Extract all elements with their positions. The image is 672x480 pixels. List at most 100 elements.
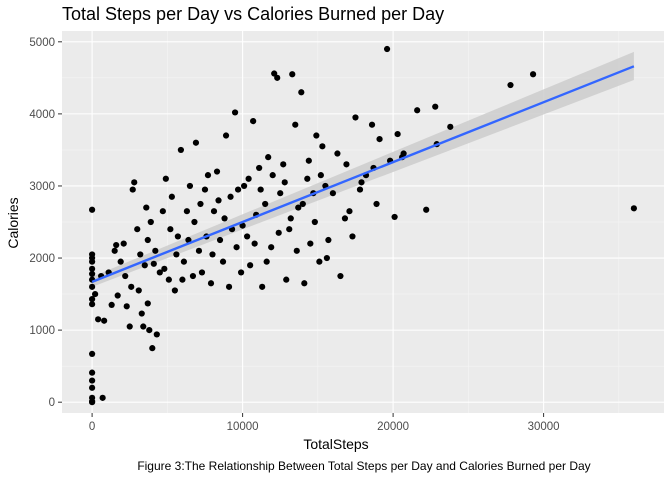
x-tick-label: 20000 [377, 421, 409, 433]
data-point [283, 276, 290, 283]
data-point [313, 132, 320, 139]
data-point [277, 190, 284, 197]
data-point [131, 179, 138, 186]
data-point [149, 345, 156, 352]
data-point [101, 317, 108, 324]
data-point [305, 157, 312, 164]
data-point [140, 323, 147, 330]
data-point [268, 244, 275, 251]
data-point [280, 161, 287, 168]
data-point [161, 265, 168, 272]
data-point [114, 292, 121, 299]
data-point [92, 290, 99, 298]
data-point [227, 193, 234, 200]
data-point [153, 331, 160, 338]
data-point [113, 241, 120, 249]
data-points [89, 45, 638, 406]
y-tick-label: 5000 [29, 37, 55, 49]
data-point [89, 270, 96, 277]
data-point [356, 186, 364, 193]
data-point [108, 301, 115, 308]
data-point [281, 179, 288, 186]
data-point [89, 350, 96, 357]
data-point [250, 117, 257, 125]
data-point [215, 197, 222, 204]
data-point [274, 74, 281, 81]
data-point [293, 247, 300, 254]
data-point [368, 121, 376, 128]
chart-title: Total Steps per Day vs Calories Burned p… [62, 4, 444, 24]
data-point [265, 154, 272, 161]
data-point [152, 247, 159, 254]
data-point [400, 150, 407, 157]
data-point [144, 236, 151, 244]
data-point [123, 303, 130, 310]
x-axis-title: TotalSteps [303, 436, 368, 452]
data-point [89, 296, 96, 303]
data-point [189, 272, 197, 280]
data-point [316, 258, 323, 265]
data-point [95, 316, 102, 323]
data-point [174, 233, 181, 240]
data-point [337, 272, 344, 280]
data-point [263, 258, 270, 265]
data-point [168, 193, 175, 200]
data-point [298, 89, 305, 96]
data-point [137, 251, 144, 258]
data-point [165, 276, 172, 283]
data-point [630, 205, 638, 212]
data-point [244, 233, 251, 240]
data-point [146, 327, 153, 334]
data-point [89, 301, 96, 308]
data-point [99, 394, 106, 401]
data-point [307, 240, 314, 247]
data-point [173, 251, 180, 258]
data-point [192, 139, 200, 146]
data-point [423, 206, 430, 213]
data-point [183, 208, 191, 215]
data-point [304, 175, 311, 182]
data-point [204, 172, 212, 179]
data-point [150, 260, 157, 267]
data-point [219, 258, 227, 265]
data-point [198, 269, 206, 276]
data-point [383, 45, 391, 53]
data-point [221, 215, 228, 222]
data-point [207, 280, 215, 287]
figure-caption: Figure 3:The Relationship Between Total … [137, 459, 590, 473]
data-point [507, 81, 514, 89]
data-point [135, 287, 142, 294]
y-tick-label: 3000 [29, 181, 55, 193]
data-point [241, 182, 248, 190]
data-point [275, 229, 282, 236]
regression-line-path [91, 65, 635, 283]
data-point [346, 208, 353, 215]
data-point [233, 244, 240, 251]
data-point [129, 186, 136, 193]
data-point [144, 300, 151, 307]
data-point [209, 251, 216, 258]
data-point [257, 186, 264, 193]
y-axis-title: Calories [5, 197, 21, 248]
data-point [447, 123, 454, 130]
data-point [269, 172, 276, 179]
data-point [138, 310, 145, 317]
data-point [89, 283, 96, 290]
data-point [171, 287, 178, 294]
data-point [120, 240, 127, 247]
data-point [391, 213, 398, 221]
data-point [317, 172, 324, 179]
x-tick-label: 0 [89, 421, 95, 433]
data-point [271, 70, 278, 77]
data-point [89, 394, 96, 401]
y-tick-label: 2000 [29, 253, 55, 265]
data-point [213, 168, 221, 175]
data-point [126, 323, 133, 330]
data-point [201, 186, 209, 193]
data-point [349, 233, 356, 240]
data-point [325, 236, 332, 244]
data-point [143, 204, 150, 211]
data-point [292, 121, 299, 128]
y-tick-label: 4000 [29, 109, 55, 121]
